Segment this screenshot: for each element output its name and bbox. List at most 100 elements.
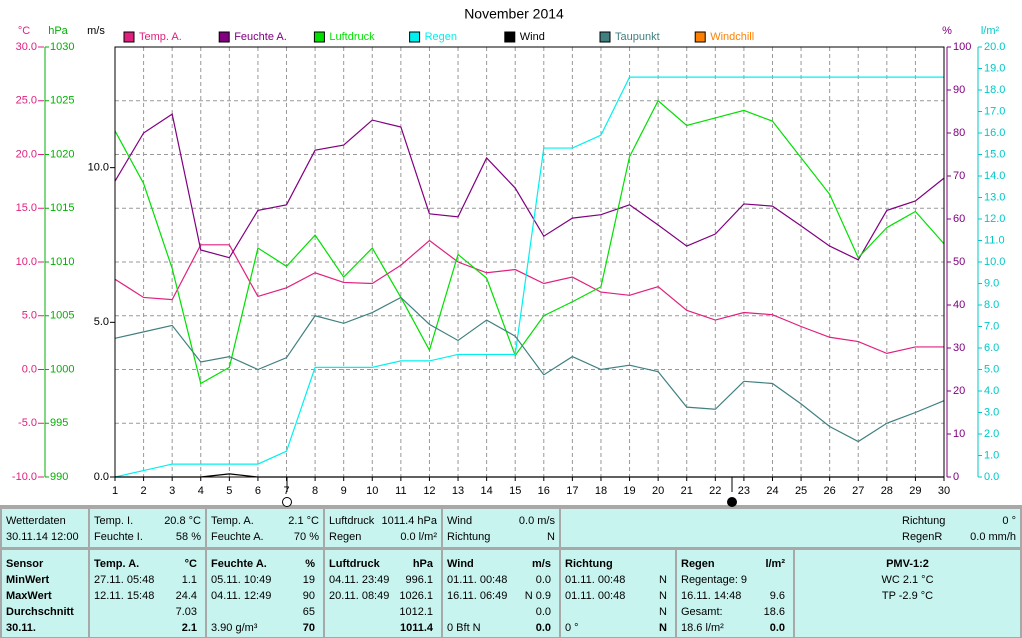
- series-line: [114, 296, 945, 443]
- stats-label: Feuchte A.: [211, 558, 267, 570]
- y-tick-label: 1000: [50, 363, 74, 375]
- stats-value: N: [659, 622, 667, 634]
- x-tick-label: 24: [766, 485, 778, 497]
- full-moon-icon: [727, 497, 737, 507]
- y-tick-label: 9.0: [984, 277, 999, 289]
- y-tick-label: 19.0: [984, 62, 1005, 74]
- stats-value: 0.0: [536, 574, 551, 586]
- stats-label: MaxWert: [6, 590, 52, 602]
- x-tick-label: 28: [881, 485, 893, 497]
- stats-label: Durchschnitt: [6, 606, 74, 618]
- y-tick-label: 1030: [50, 41, 74, 53]
- y-tick-label: 0.0: [22, 363, 37, 375]
- y-tick-label: 1025: [50, 95, 74, 107]
- x-tick-label: 5: [226, 485, 232, 497]
- y-tick-label: 70: [953, 170, 965, 182]
- stats-value: 18.6: [764, 606, 785, 618]
- y-tick-label: 995: [50, 417, 68, 429]
- stats-label: 04.11. 23:49: [329, 574, 389, 586]
- y-tick-label: 8.0: [984, 299, 999, 311]
- y-tick-label: 20: [953, 385, 965, 397]
- x-tick-label: 13: [452, 485, 464, 497]
- axis-unit: l/m²: [981, 25, 1000, 37]
- stats-label: 01.11. 00:48: [565, 590, 625, 602]
- stats-value: 70: [303, 622, 315, 634]
- stats-value: 7.03: [176, 606, 197, 618]
- x-tick-label: 7: [283, 485, 289, 497]
- x-tick-label: 4: [198, 485, 204, 497]
- stats-label: Luftdruck: [329, 558, 381, 570]
- stats-value: 9.6: [770, 590, 785, 602]
- stats-label: 0 Bft N: [447, 622, 481, 634]
- stats-label: 16.11. 14:48: [681, 590, 741, 602]
- stats-value: 24.4: [176, 590, 197, 602]
- stats-label: 30.11.: [6, 622, 36, 634]
- x-tick-label: 23: [738, 485, 750, 497]
- y-tick-label: 30: [953, 342, 965, 354]
- y-tick-label: 20.0: [16, 148, 37, 160]
- pmv-text: PMV-1:2: [886, 558, 929, 570]
- status-value: 0.0 l/m²: [400, 531, 437, 543]
- table-panel: [561, 509, 1020, 547]
- status-label: Wind: [447, 515, 472, 527]
- y-tick-label: 6.0: [984, 342, 999, 354]
- y-tick-label: 10.0: [984, 256, 1005, 268]
- x-tick-label: 22: [709, 485, 721, 497]
- status-value: 0.0 mm/h: [970, 531, 1016, 543]
- status-label: Temp. A.: [211, 515, 254, 527]
- legend-label: Taupunkt: [615, 31, 660, 43]
- stats-label: 3.90 g/m³: [211, 622, 258, 634]
- status-value: 0 °: [1002, 515, 1016, 527]
- table-panel: [207, 509, 323, 547]
- y-tick-label: 90: [953, 84, 965, 96]
- status-label: Feuchte I.: [94, 531, 143, 543]
- stats-label: 18.6 l/m²: [681, 622, 724, 634]
- table-panel: [207, 550, 323, 637]
- status-label: RegenR: [902, 531, 942, 543]
- table-panel: [90, 550, 205, 637]
- y-tick-label: 30.0: [16, 41, 37, 53]
- stats-label: 20.11. 08:49: [329, 590, 389, 602]
- y-tick-label: 12.0: [984, 213, 1005, 225]
- series-line: [114, 76, 944, 478]
- x-tick-label: 30: [938, 485, 950, 497]
- y-tick-label: 15.0: [16, 202, 37, 214]
- stats-label: 05.11. 10:49: [211, 574, 271, 586]
- stats-label: Regen: [681, 558, 715, 570]
- stats-value: N 0.9: [525, 590, 551, 602]
- axis-unit: %: [942, 25, 952, 37]
- stats-label: 0 °: [565, 622, 579, 634]
- table-panel: [2, 509, 88, 547]
- grid: [115, 47, 944, 477]
- table-panel: [2, 550, 88, 637]
- table-panel: [443, 509, 559, 547]
- legend-swatch: [313, 31, 325, 43]
- x-tick-label: 27: [852, 485, 864, 497]
- series-line: [114, 99, 945, 385]
- y-tick-label: -5.0: [18, 417, 37, 429]
- y-tick-label: 11.0: [984, 234, 1005, 246]
- legend-label: Wind: [520, 31, 545, 43]
- stats-value: 0.0: [770, 622, 785, 634]
- stats-value: l/m²: [765, 558, 785, 570]
- y-tick-label: 1010: [50, 256, 74, 268]
- stats-value: 1012.1: [399, 606, 433, 618]
- table-panel: [325, 550, 441, 637]
- stats-label: Sensor: [6, 558, 44, 570]
- status-label: Luftdruck: [329, 515, 375, 527]
- y-tick-label: 17.0: [984, 105, 1005, 117]
- stats-value: N: [659, 606, 667, 618]
- chart-background: [0, 0, 1022, 505]
- stats-value: N: [659, 590, 667, 602]
- status-label: Feuchte A.: [211, 531, 264, 543]
- x-tick-label: 29: [909, 485, 921, 497]
- pmv-text: TP -2.9 °C: [882, 590, 933, 602]
- x-tick-label: 17: [566, 485, 578, 497]
- y-tick-label: 80: [953, 127, 965, 139]
- pmv-text: WC 2.1 °C: [881, 574, 933, 586]
- stats-label: Temp. A.: [94, 558, 139, 570]
- status-value: 2.1 °C: [288, 515, 319, 527]
- x-tick-label: 15: [509, 485, 521, 497]
- y-tick-label: 3.0: [984, 406, 999, 418]
- new-moon-icon: [282, 497, 292, 507]
